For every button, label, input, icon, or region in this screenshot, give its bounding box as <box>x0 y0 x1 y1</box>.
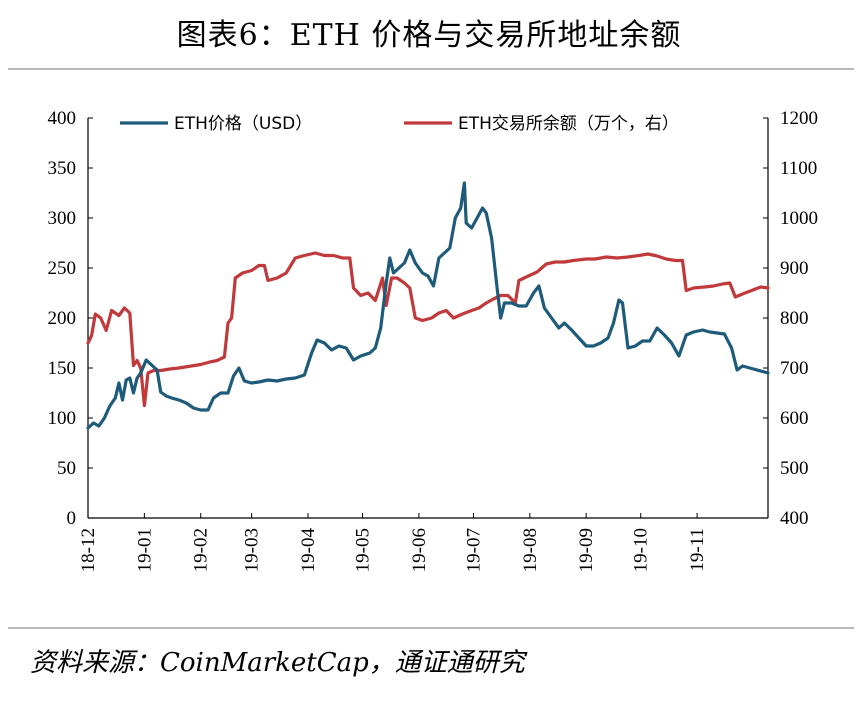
x-tick-label: 19-11 <box>687 528 708 572</box>
right-tick-label: 1200 <box>780 108 818 129</box>
left-tick-label: 0 <box>67 508 77 529</box>
right-tick-label: 500 <box>780 458 809 479</box>
x-tick-label: 19-07 <box>463 528 484 572</box>
x-tick-label: 19-02 <box>191 528 212 572</box>
left-tick-label: 200 <box>48 308 77 329</box>
x-tick-label: 19-08 <box>520 528 541 572</box>
x-tick-label: 19-04 <box>298 528 319 573</box>
left-tick-label: 400 <box>48 108 77 129</box>
top-divider <box>8 68 854 70</box>
chart-title: 图表6：ETH 价格与交易所地址余额 <box>176 18 682 53</box>
right-tick-label: 700 <box>780 358 809 379</box>
right-tick-label: 800 <box>780 308 809 329</box>
x-tick-label: 19-06 <box>409 528 430 572</box>
right-tick-label: 900 <box>780 258 809 279</box>
right-tick-label: 600 <box>780 408 809 429</box>
x-tick-label: 19-10 <box>631 528 652 572</box>
right-tick-label: 1100 <box>780 158 817 179</box>
legend-balance-label: ETH交易所余额（万个，右） <box>458 114 679 134</box>
left-tick-label: 300 <box>48 208 77 229</box>
x-tick-label: 19-09 <box>576 528 597 572</box>
chart-series <box>86 181 770 430</box>
left-tick-label: 350 <box>48 158 77 179</box>
right-tick-label: 400 <box>780 508 809 529</box>
eth-price-line <box>86 181 770 430</box>
source-note: 资料来源：CoinMarketCap，通证通研究 <box>30 648 525 678</box>
chart-legend: ETH价格（USD） ETH交易所余额（万个，右） <box>120 114 679 134</box>
left-tick-label: 150 <box>48 358 77 379</box>
chart-axes: 0 50 100 150 200 250 300 350 400 400 500 600 700 800 9… <box>48 108 819 572</box>
x-tick-label: 18-12 <box>78 528 99 572</box>
exchange-balance-line <box>86 251 770 408</box>
x-tick-label: 19-01 <box>134 528 155 572</box>
x-tick-label: 19-05 <box>353 528 374 572</box>
right-tick-label: 1000 <box>780 208 818 229</box>
eth-price-balance-chart: 0 50 100 150 200 250 300 350 400 400 500 600 700 800 9… <box>48 108 819 572</box>
left-tick-label: 250 <box>48 258 77 279</box>
legend-price-label: ETH价格（USD） <box>174 114 312 134</box>
bottom-divider <box>8 627 854 629</box>
x-tick-label: 19-03 <box>242 528 263 572</box>
left-tick-label: 100 <box>48 408 77 429</box>
left-tick-label: 50 <box>57 458 76 479</box>
